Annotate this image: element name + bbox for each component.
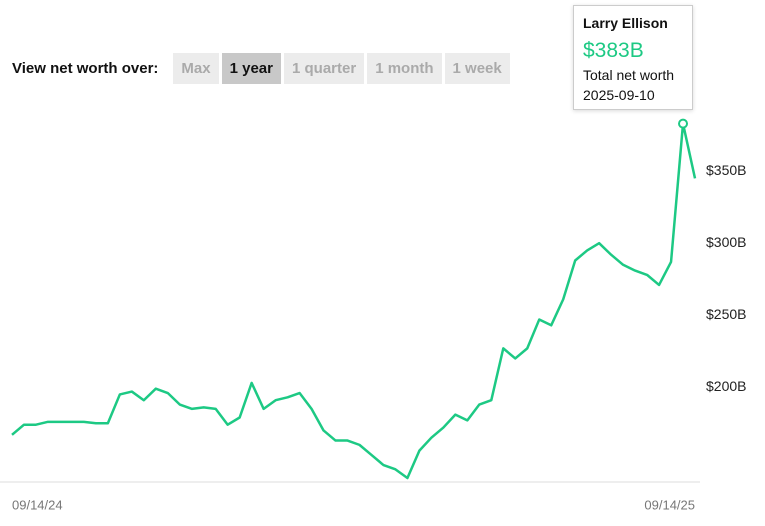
range-controls: View net worth over: Max 1 year 1 quarter 1…: [12, 53, 510, 84]
y-tick-label: $250B: [706, 306, 746, 322]
highlight-point: [678, 118, 689, 129]
range-button[interactable]: 1 quarter: [283, 53, 365, 84]
x-tick-label: 09/14/25: [644, 497, 695, 512]
line: [11, 122, 697, 480]
range-button[interactable]: 1 year: [221, 53, 281, 84]
range-button[interactable]: Max: [173, 53, 219, 84]
tooltip-value: $383B: [583, 39, 644, 62]
tooltip-caption: Total net worth: [583, 67, 675, 83]
y-tick-label: $350B: [706, 162, 746, 178]
range-button[interactable]: 1 month: [367, 53, 442, 84]
y-tick-label: $200B: [706, 378, 746, 394]
controls-label: View net worth over:: [12, 60, 159, 77]
x-tick-label: 09/14/24: [12, 497, 63, 512]
tooltip: Larry Ellison $383B Total net worth 2025…: [573, 5, 693, 110]
range-button[interactable]: 1 week: [444, 53, 510, 84]
y-tick-label: $300B: [706, 234, 746, 250]
tooltip-date: 2025-09-10: [583, 87, 655, 103]
tooltip-title: Larry Ellison: [583, 15, 668, 31]
